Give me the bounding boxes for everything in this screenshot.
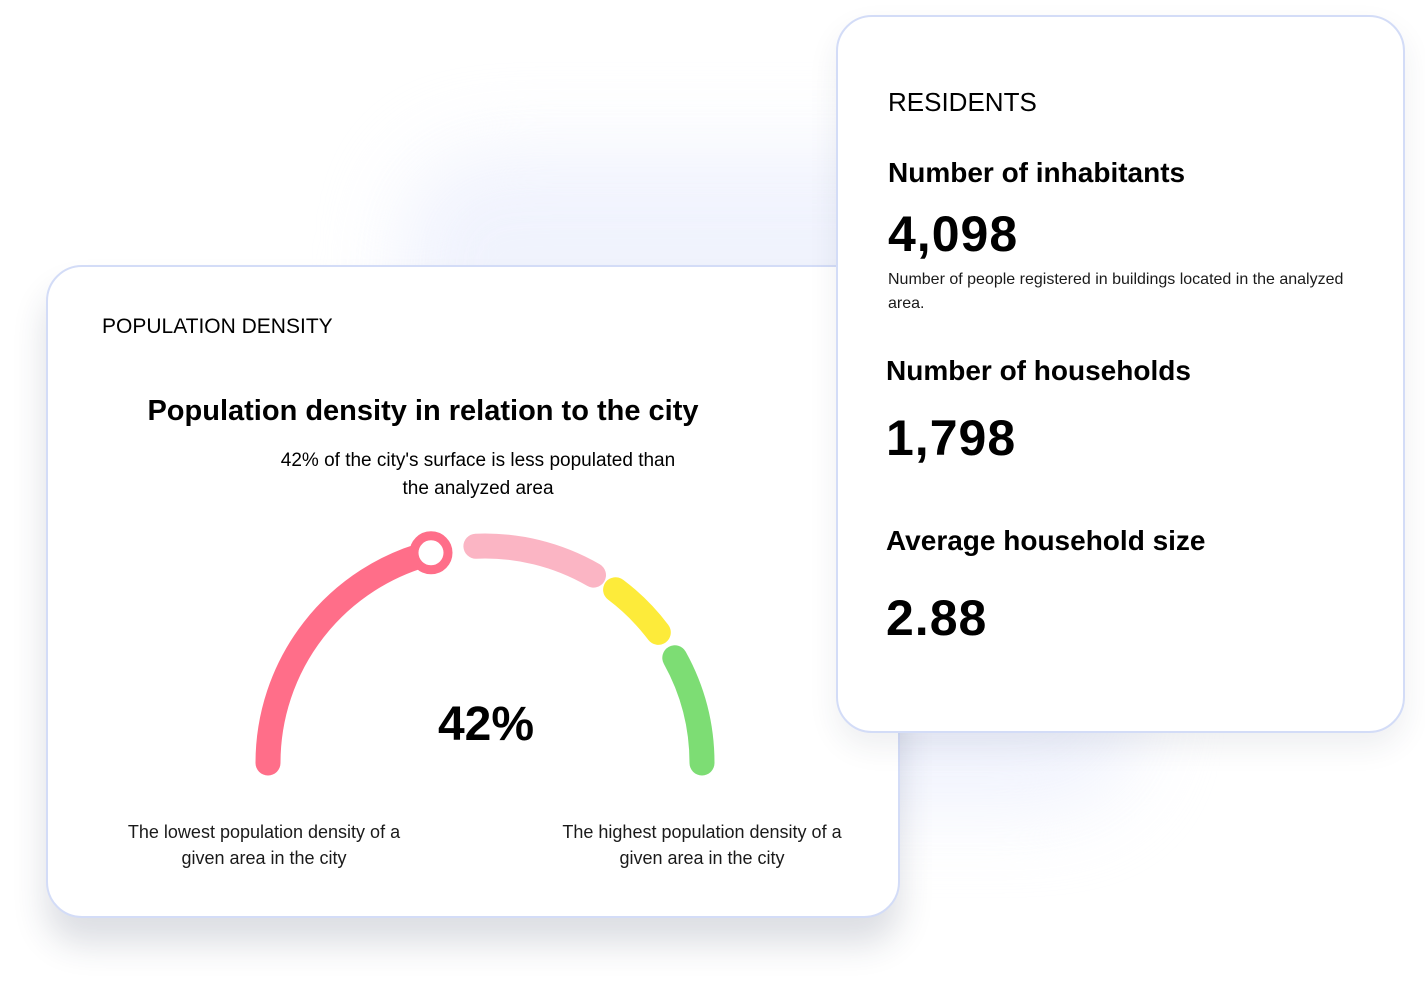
inhabitants-value: 4,098 bbox=[888, 206, 1019, 262]
residents-section-title: RESIDENTS bbox=[888, 87, 1037, 117]
inhabitants-label: Number of inhabitants bbox=[888, 157, 1186, 188]
population-density-card: POPULATION DENSITY Population density in… bbox=[46, 265, 900, 918]
households-label: Number of households bbox=[886, 355, 1191, 386]
gauge-segment-pink bbox=[463, 533, 606, 588]
average-household-size-label: Average household size bbox=[886, 525, 1206, 556]
density-section-title: POPULATION DENSITY bbox=[102, 315, 333, 338]
highest-density-caption: The highest population density of a give… bbox=[562, 822, 842, 868]
gauge-marker bbox=[409, 531, 453, 575]
average-household-size-value: 2.88 bbox=[886, 590, 988, 646]
gauge-segment-yellow bbox=[603, 577, 671, 645]
lowest-density-caption: The lowest population density of a given… bbox=[127, 822, 401, 868]
residents-card: RESIDENTS Number of inhabitants 4,098 Nu… bbox=[836, 15, 1405, 733]
density-chart-subtitle: 42% of the city's surface is less popula… bbox=[280, 450, 676, 499]
density-chart-title: Population density in relation to the ci… bbox=[147, 395, 699, 427]
gauge-segment-green bbox=[662, 645, 715, 776]
inhabitants-note: Number of people registered in buildings… bbox=[888, 271, 1344, 312]
households-value: 1,798 bbox=[886, 410, 1017, 466]
gauge-value: 42% bbox=[437, 698, 535, 751]
density-gauge: 42% bbox=[48, 267, 902, 920]
gauge-svg bbox=[255, 531, 715, 776]
gauge-value-arc bbox=[255, 540, 444, 776]
